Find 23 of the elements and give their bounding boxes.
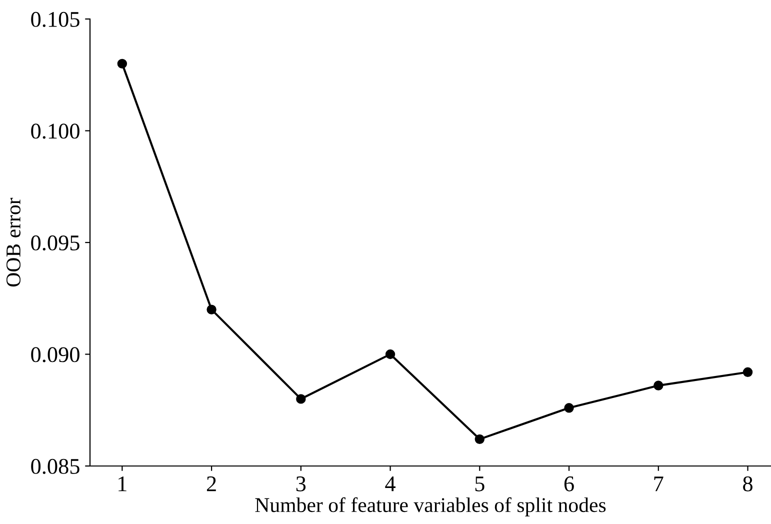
y-tick-label: 0.100: [31, 124, 80, 139]
x-tick-label: 1: [118, 476, 126, 492]
point: [296, 394, 306, 404]
x-tick-label: 4: [385, 476, 396, 492]
x-tick-label: 5: [475, 476, 484, 492]
point: [654, 380, 664, 390]
point: [206, 304, 216, 314]
point: [117, 58, 128, 69]
x-tick-label: 2: [206, 476, 216, 492]
y-tick-label: 0.095: [31, 235, 80, 251]
y-tick-label: 0.085: [31, 458, 80, 474]
point: [385, 349, 396, 360]
x-axis-title: Number of feature variables of split nodes: [255, 497, 606, 516]
point: [564, 403, 574, 413]
y-tick-label: 0.090: [31, 347, 80, 362]
x-tick-label: 8: [743, 476, 752, 492]
x-tick-label: 3: [296, 476, 306, 492]
point: [474, 434, 485, 444]
x-tick-label: 7: [654, 476, 664, 492]
y-axis-title: OOB error: [6, 198, 20, 286]
point: [742, 367, 753, 377]
y-tick-label: 0.105: [31, 12, 80, 28]
x-tick-label: 6: [564, 476, 574, 492]
